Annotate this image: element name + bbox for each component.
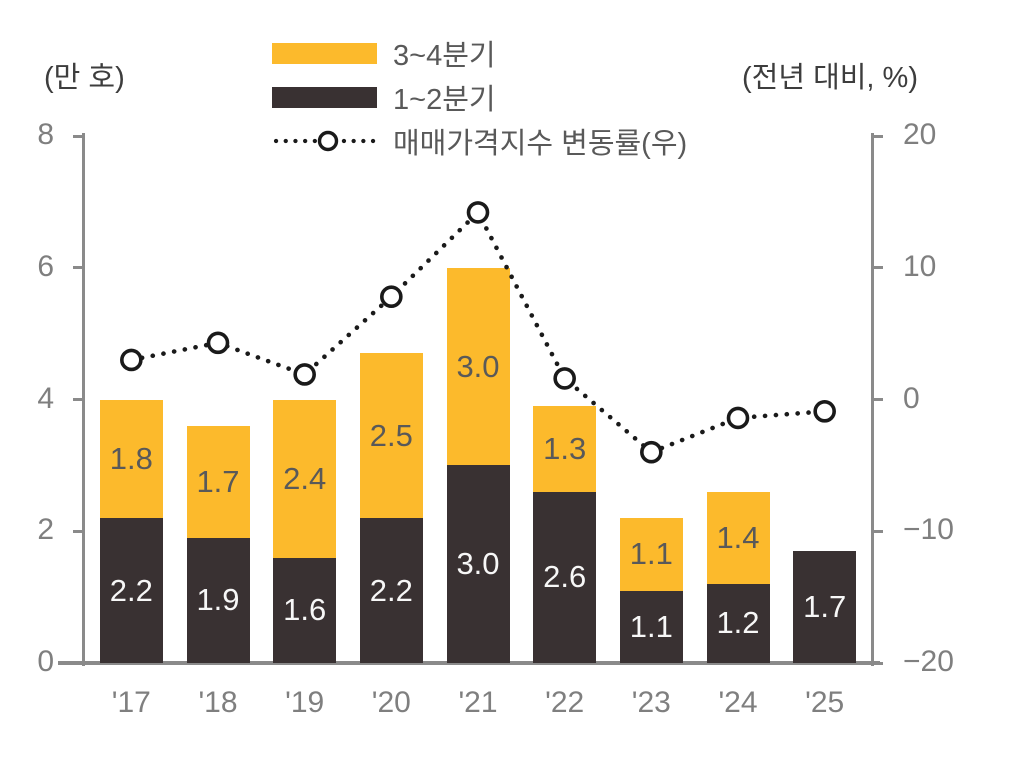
y-axis-right-tick [874, 266, 883, 270]
bar-segment-q12 [186, 537, 250, 663]
y-axis-left [82, 133, 85, 666]
bar-value-label-q12: 1.7 [803, 589, 847, 624]
y-axis-right-tick-label: 10 [903, 249, 937, 283]
bar-value-label-q34: 3.0 [456, 348, 500, 384]
x-tick-label: '21 [458, 686, 498, 719]
y-axis-left-tick-label: 4 [37, 381, 54, 415]
x-tick-label: '25 [805, 686, 845, 719]
y-axis-right-tick-label: 20 [903, 118, 937, 151]
bar-value-label-q34: 1.4 [716, 519, 760, 555]
y-axis-left-tick-label: 8 [37, 118, 54, 151]
x-tick-label: '18 [198, 686, 238, 719]
bar-segment-q12 [446, 465, 510, 663]
y-axis-right-tick-label: −20 [903, 645, 954, 678]
y-axis-right-tick [874, 134, 883, 138]
legend-item-line: 매매가격지수 변동률(우) [272, 126, 687, 160]
y-axis-left-tick-label: 6 [37, 249, 54, 283]
x-tick-label: '23 [631, 686, 671, 719]
x-tick-label: '17 [111, 686, 151, 719]
x-tick-label: '24 [718, 686, 758, 719]
bar-value-label-q12: 1.2 [716, 605, 760, 641]
line-marker [206, 331, 230, 355]
legend: 3~4분기 1~2분기 매매가격지수 변동률(우) [272, 38, 687, 170]
bar-segment-q12 [793, 551, 857, 663]
y-axis-left-tick-label: 0 [37, 645, 54, 678]
legend-label-q34: 3~4분기 [393, 40, 496, 72]
y-axis-right-tick [874, 529, 883, 533]
bar-segment-q12 [619, 590, 683, 663]
x-axis [58, 661, 880, 665]
y-axis-left-tick-label: 2 [37, 513, 54, 547]
left-axis-unit-label: (만 호) [44, 62, 125, 94]
bar-value-label-q34: 1.7 [196, 463, 240, 499]
bar-segment-q12 [706, 583, 770, 663]
legend-line-marker [317, 130, 339, 152]
line-marker [726, 406, 750, 430]
bar-value-label-q12: 3.0 [456, 546, 500, 582]
legend-item-q12: 1~2분기 [272, 82, 687, 116]
bar-value-label-q34: 1.8 [109, 440, 153, 476]
bar-value-label-q12: 2.2 [369, 572, 413, 608]
bar-value-label-q12: 1.9 [196, 582, 240, 618]
bar-segment-q12 [99, 518, 163, 663]
bar-value-label-q34: 1.1 [629, 536, 673, 572]
bar-segment-q34 [706, 491, 770, 584]
bar-value-label-q12: 1.1 [629, 608, 673, 644]
line-marker [380, 285, 403, 309]
bar-segment-q34 [619, 518, 683, 591]
legend-label-q12: 1~2분기 [393, 84, 496, 116]
y-axis-right-tick-label: 0 [903, 381, 920, 415]
bar-segment-q12 [273, 557, 337, 663]
line-marker [640, 440, 663, 464]
bar-value-label-q12: 2.2 [109, 572, 153, 608]
bar-value-label-q34: 2.5 [369, 417, 413, 453]
line-marker [293, 363, 316, 386]
y-axis-left-tick [73, 661, 82, 665]
y-axis-left-tick [73, 529, 82, 533]
line-marker [466, 201, 490, 224]
line-marker [120, 348, 143, 372]
legend-item-q34: 3~4분기 [272, 38, 687, 72]
dotted-line-marker-icon [273, 130, 383, 152]
legend-swatch-dark [272, 86, 377, 108]
x-tick-label: '19 [285, 686, 325, 719]
line-marker [553, 367, 576, 390]
y-axis-right-tick [874, 398, 883, 401]
y-axis-left-tick [73, 134, 82, 138]
line-marker [813, 400, 836, 423]
right-axis-unit-label: (전년 대비, %) [742, 62, 918, 94]
y-axis-right [871, 133, 874, 666]
bar-value-label-q34: 1.3 [543, 430, 587, 466]
bar-value-label-q12: 2.6 [543, 559, 587, 595]
x-tick-label: '22 [545, 686, 585, 719]
bar-value-label-q34: 2.4 [283, 460, 327, 496]
y-axis-right-tick [874, 661, 883, 665]
bar-segment-q12 [359, 518, 423, 663]
y-axis-left-tick [73, 266, 82, 270]
bar-value-label-q12: 1.6 [283, 592, 327, 628]
y-axis-right-tick-label: −10 [903, 513, 954, 547]
x-tick-label: '20 [371, 686, 411, 719]
legend-label-line: 매매가격지수 변동률(우) [393, 128, 688, 160]
legend-swatch-yellow [272, 42, 377, 64]
bar-segment-q12 [533, 491, 597, 663]
y-axis-left-tick [73, 398, 82, 401]
